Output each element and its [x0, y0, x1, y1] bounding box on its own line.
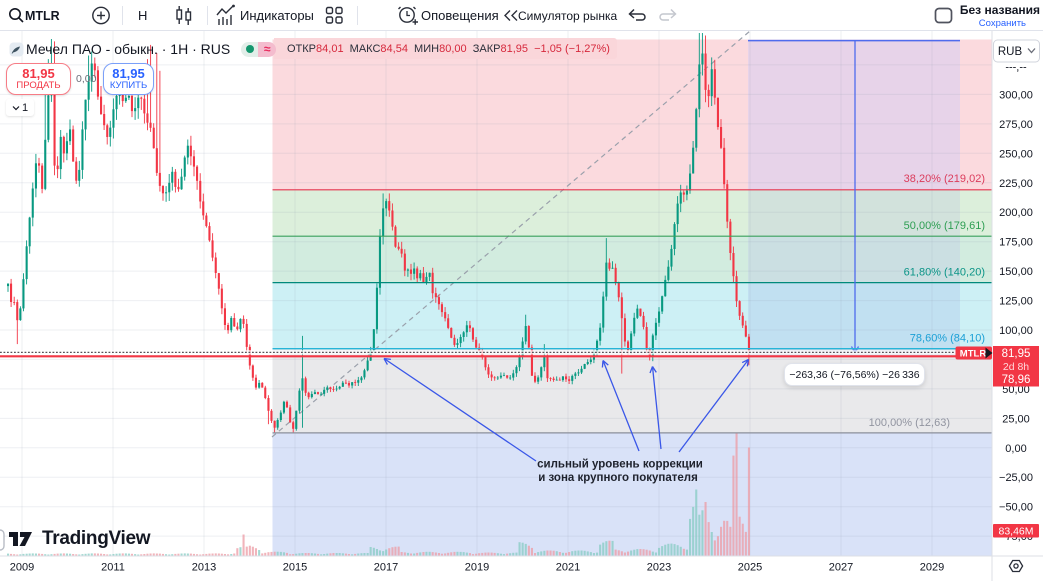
svg-text:81,95: 81,95	[1002, 348, 1031, 360]
svg-text:2023: 2023	[647, 562, 671, 574]
svg-text:2009: 2009	[10, 562, 34, 574]
svg-text:61,80% (140,20): 61,80% (140,20)	[904, 267, 985, 279]
svg-text:2013: 2013	[192, 562, 216, 574]
svg-text:100,00% (12,63): 100,00% (12,63)	[869, 417, 950, 429]
svg-text:78,96: 78,96	[1002, 374, 1031, 386]
svg-text:−25,00: −25,00	[999, 472, 1033, 484]
svg-text:2021: 2021	[556, 562, 580, 574]
svg-text:25,00: 25,00	[1002, 413, 1030, 425]
svg-text:275,00: 275,00	[999, 119, 1033, 131]
svg-text:38,20% (219,02): 38,20% (219,02)	[904, 173, 985, 185]
svg-text:225,00: 225,00	[999, 178, 1033, 190]
svg-text:100,00: 100,00	[999, 325, 1033, 337]
svg-text:2015: 2015	[283, 562, 307, 574]
svg-text:125,00: 125,00	[999, 296, 1033, 308]
svg-text:50,00% (179,61): 50,00% (179,61)	[904, 220, 985, 232]
svg-text:2011: 2011	[101, 562, 125, 574]
svg-text:0,00: 0,00	[1005, 443, 1026, 455]
svg-text:сильный уровень коррекции: сильный уровень коррекции	[537, 459, 703, 471]
svg-text:200,00: 200,00	[999, 207, 1033, 219]
svg-text:−50,00: −50,00	[999, 502, 1033, 514]
svg-text:50,00: 50,00	[1002, 384, 1030, 396]
svg-text:2029: 2029	[920, 562, 944, 574]
svg-text:MTLR: MTLR	[960, 349, 987, 360]
svg-text:RUB: RUB	[998, 46, 1023, 58]
svg-text:150,00: 150,00	[999, 266, 1033, 278]
svg-text:83,46M: 83,46M	[998, 526, 1033, 538]
svg-text:---,--: ---,--	[1005, 62, 1027, 74]
svg-text:250,00: 250,00	[999, 148, 1033, 160]
svg-text:300,00: 300,00	[999, 89, 1033, 101]
svg-text:175,00: 175,00	[999, 237, 1033, 249]
svg-text:и зона крупного покупателя: и зона крупного покупателя	[538, 472, 698, 484]
svg-text:78,60% (84,10): 78,60% (84,10)	[910, 333, 985, 345]
svg-text:2025: 2025	[738, 562, 762, 574]
svg-text:2017: 2017	[374, 562, 398, 574]
svg-text:2027: 2027	[829, 562, 853, 574]
svg-text:2019: 2019	[465, 562, 489, 574]
svg-text:2d 8h: 2d 8h	[1003, 361, 1029, 373]
